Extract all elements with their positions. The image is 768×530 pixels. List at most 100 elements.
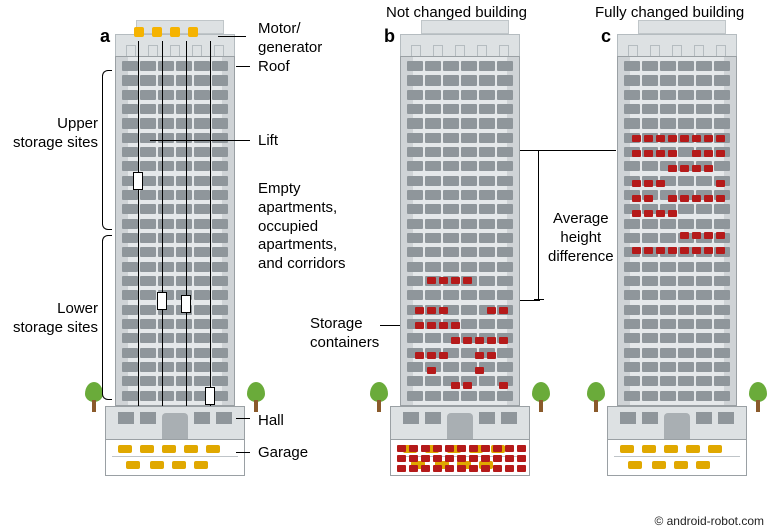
storage-container-icon: [668, 247, 677, 254]
storage-container-icon: [692, 135, 701, 142]
storage-container-icon: [433, 465, 442, 472]
leader-garage: [236, 452, 250, 453]
storage-container-icon: [397, 455, 406, 462]
garage-car-icon: [652, 461, 666, 469]
storage-container-icon: [505, 445, 514, 452]
storage-container-icon: [433, 455, 442, 462]
storage-container-icon: [656, 150, 665, 157]
door: [162, 413, 188, 439]
motor-icon: [188, 27, 198, 37]
storage-container-icon: [632, 210, 641, 217]
storage-container-icon: [632, 150, 641, 157]
lift-car: [157, 292, 167, 310]
storage-container-icon: [445, 445, 454, 452]
watermark: © android-robot.com: [654, 514, 764, 528]
motor-icon: [152, 27, 162, 37]
storage-container-icon: [656, 135, 665, 142]
hall: [607, 406, 747, 440]
storage-container-icon: [439, 352, 448, 359]
storage-container-icon: [505, 455, 514, 462]
storage-container-icon: [632, 247, 641, 254]
garage-car-icon: [664, 445, 678, 453]
storage-container-icon: [644, 247, 653, 254]
storage-container-icon: [433, 445, 442, 452]
storage-container-icon: [439, 307, 448, 314]
storage-container-icon: [716, 232, 725, 239]
storage-container-icon: [427, 322, 436, 329]
garage-car-icon: [628, 461, 642, 469]
storage-container-icon: [457, 445, 466, 452]
tower-c: [617, 56, 737, 406]
storage-container-icon: [451, 322, 460, 329]
garage-car-icon: [674, 461, 688, 469]
dim-bot: [520, 300, 540, 301]
storage-container-icon: [463, 337, 472, 344]
storage-container-icon: [692, 165, 701, 172]
storage-container-icon: [409, 465, 418, 472]
tower-b: [400, 56, 520, 406]
leader-lift: [150, 140, 250, 141]
label-lift: Lift: [258, 132, 278, 151]
storage-container-icon: [632, 195, 641, 202]
storage-container-icon: [493, 455, 502, 462]
hall: [105, 406, 245, 440]
storage-container-icon: [692, 195, 701, 202]
storage-container-icon: [439, 322, 448, 329]
lift-car: [133, 172, 143, 190]
label-hall: Hall: [258, 412, 284, 431]
label-upper-storage: Upper storage sites: [2, 115, 98, 153]
storage-container-icon: [481, 445, 490, 452]
label-garage: Garage: [258, 444, 308, 463]
garage-car-icon: [696, 461, 710, 469]
building-c: [617, 20, 747, 476]
storage-container-icon: [451, 382, 460, 389]
storage-container-icon: [481, 455, 490, 462]
storage-container-icon: [499, 337, 508, 344]
label-roof: Roof: [258, 58, 290, 77]
storage-container-icon: [445, 465, 454, 472]
dim-v: [538, 150, 539, 300]
storage-container-icon: [656, 210, 665, 217]
label-apartments: Empty apartments, occupied apartments, a…: [258, 180, 346, 274]
label-lower-storage: Lower storage sites: [2, 300, 98, 338]
storage-container-icon: [487, 337, 496, 344]
storage-container-icon: [475, 367, 484, 374]
leader-hall: [236, 418, 250, 419]
storage-container-icon: [469, 465, 478, 472]
storage-container-icon: [704, 135, 713, 142]
storage-container-icon: [487, 307, 496, 314]
garage-c: [607, 440, 747, 476]
garage-car-icon: [126, 461, 140, 469]
storage-container-icon: [704, 195, 713, 202]
storage-container-icon: [716, 150, 725, 157]
storage-container-icon: [415, 352, 424, 359]
storage-container-icon: [475, 352, 484, 359]
storage-container-icon: [680, 135, 689, 142]
storage-container-icon: [680, 195, 689, 202]
storage-container-icon: [487, 352, 496, 359]
storage-container-icon: [451, 277, 460, 284]
storage-container-icon: [716, 180, 725, 187]
storage-container-icon: [680, 165, 689, 172]
storage-container-icon: [704, 247, 713, 254]
storage-container-icon: [469, 445, 478, 452]
storage-container-icon: [517, 465, 526, 472]
garage-car-icon: [172, 461, 186, 469]
tree-icon: [85, 382, 103, 412]
storage-container-icon: [644, 135, 653, 142]
storage-container-icon: [481, 465, 490, 472]
storage-container-icon: [439, 277, 448, 284]
storage-container-icon: [668, 210, 677, 217]
storage-container-icon: [499, 382, 508, 389]
storage-container-icon: [493, 445, 502, 452]
crown: [115, 34, 235, 56]
storage-container-icon: [415, 322, 424, 329]
brace-upper: [102, 70, 112, 230]
storage-container-icon: [505, 465, 514, 472]
motor-icon: [170, 27, 180, 37]
garage-car-icon: [184, 445, 198, 453]
leader-containers: [380, 325, 400, 326]
storage-container-icon: [397, 465, 406, 472]
storage-container-icon: [644, 150, 653, 157]
label-motor: Motor/ generator: [258, 20, 322, 58]
